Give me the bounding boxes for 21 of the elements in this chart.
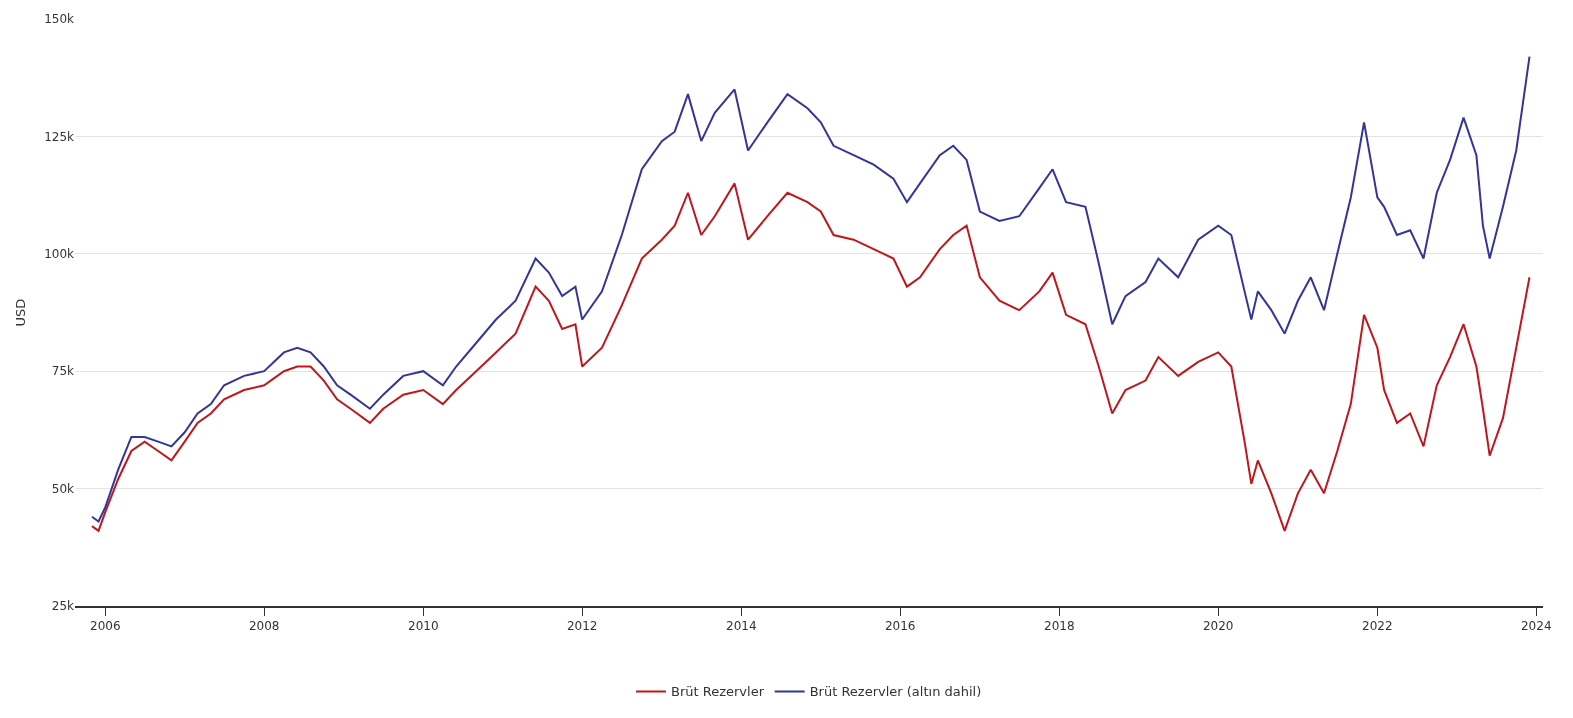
line-series <box>90 55 1531 523</box>
y-tick-label: 50k <box>51 481 75 496</box>
y-tick-label: 100k <box>44 247 75 261</box>
y-tick-label: 125k <box>44 129 75 144</box>
x-tick-label: 2014 <box>726 619 757 634</box>
x-tick-label: 2024 <box>1520 619 1552 634</box>
x-tick-label: 2012 <box>566 619 598 634</box>
x-tick-label: 2020 <box>1202 619 1234 634</box>
x-tick-label: 2022 <box>1362 619 1393 634</box>
y-tick-label: 75k <box>51 364 75 379</box>
y-axis-title: USD <box>13 298 29 327</box>
x-tick-label: 2010 <box>408 619 439 634</box>
x-tick-label: 2008 <box>248 619 280 634</box>
legend-label: Brüt Rezervler (altın dahil) <box>809 684 982 700</box>
line-series <box>90 182 1531 532</box>
y-tick-label: 25k <box>51 599 75 614</box>
x-tick-label: 2018 <box>1044 619 1075 634</box>
x-tick-label: 2016 <box>884 619 916 634</box>
legend-label: Brüt Rezervler <box>671 684 765 700</box>
x-tick-label: 2006 <box>89 619 121 634</box>
y-tick-label: 150k <box>44 12 75 27</box>
